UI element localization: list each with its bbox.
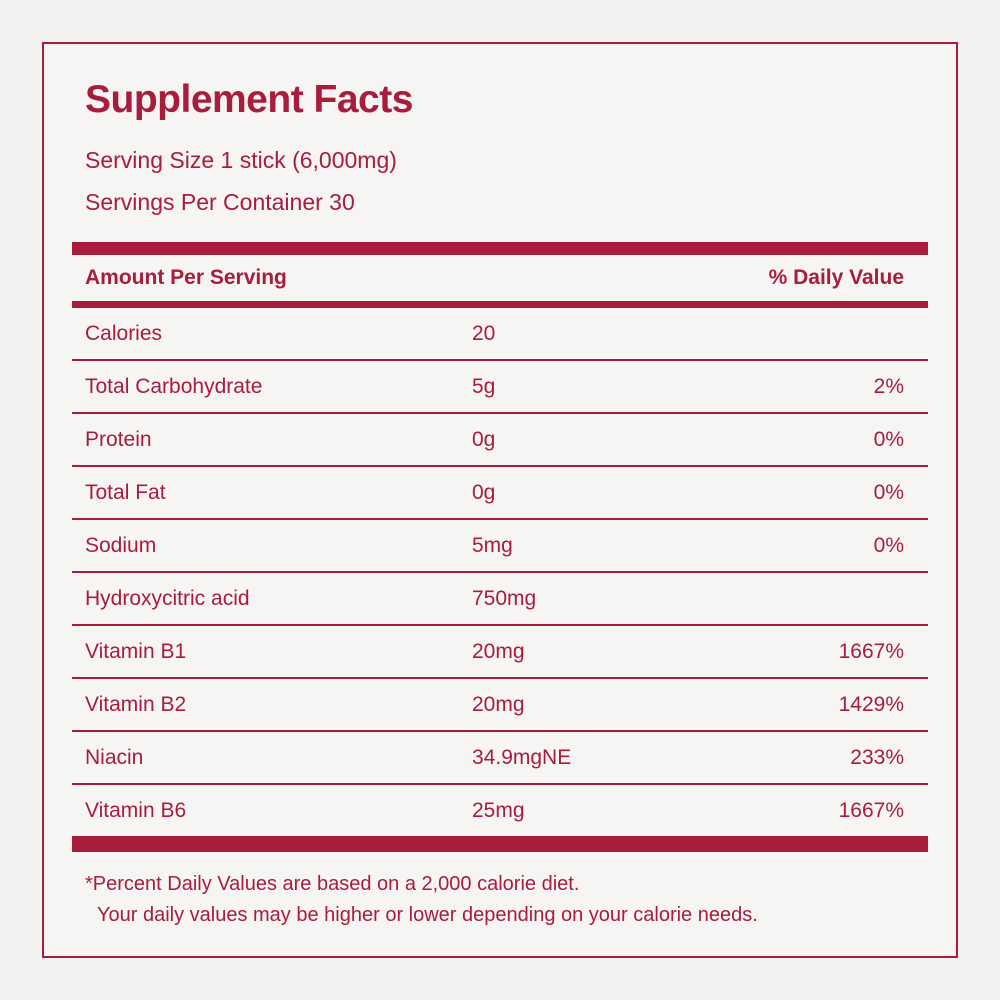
nutrient-name: Protein bbox=[85, 427, 152, 451]
nutrient-daily-value: 1429% bbox=[838, 692, 904, 716]
nutrient-name: Hydroxycitric acid bbox=[85, 586, 250, 610]
table-row: Vitamin B6 25mg 1667% bbox=[72, 785, 928, 836]
nutrient-name: Sodium bbox=[85, 533, 157, 557]
divider-thick-bottom bbox=[72, 836, 928, 853]
nutrient-amount: 20mg bbox=[472, 639, 525, 663]
table-row: Vitamin B1 20mg 1667% bbox=[72, 626, 928, 680]
facts-table: Amount Per Serving % Daily Value Calorie… bbox=[72, 242, 928, 853]
nutrient-daily-value: 0% bbox=[873, 427, 904, 451]
nutrient-daily-value: 0% bbox=[873, 480, 904, 504]
nutrient-amount: 750mg bbox=[472, 586, 537, 610]
nutrient-amount: 20 bbox=[472, 321, 496, 345]
nutrient-daily-value: 1667% bbox=[838, 639, 904, 663]
servings-per-container: Servings Per Container 30 bbox=[85, 188, 355, 215]
nutrient-daily-value: 0% bbox=[873, 533, 904, 557]
footnote-line-1: *Percent Daily Values are based on a 2,0… bbox=[85, 873, 580, 896]
footnote-line-2: Your daily values may be higher or lower… bbox=[97, 904, 758, 927]
page-title: Supplement Facts bbox=[85, 78, 413, 121]
table-body: Calories 20 Total Carbohydrate 5g 2% Pro… bbox=[72, 308, 928, 836]
nutrient-amount: 20mg bbox=[472, 692, 525, 716]
table-row: Calories 20 bbox=[72, 308, 928, 362]
nutrient-name: Vitamin B2 bbox=[85, 692, 187, 716]
column-header-daily-value: % Daily Value bbox=[768, 266, 904, 290]
divider-thick-top bbox=[72, 242, 928, 256]
supplement-facts-card: Supplement Facts Serving Size 1 stick (6… bbox=[42, 42, 958, 958]
nutrient-daily-value: 2% bbox=[873, 374, 904, 398]
nutrient-name: Niacin bbox=[85, 745, 144, 769]
column-header-amount-per-serving: Amount Per Serving bbox=[85, 266, 287, 290]
table-header-row: Amount Per Serving % Daily Value bbox=[72, 255, 928, 301]
table-row: Hydroxycitric acid 750mg bbox=[72, 573, 928, 627]
nutrient-daily-value: 233% bbox=[850, 745, 904, 769]
nutrient-amount: 0g bbox=[472, 427, 496, 451]
footnote: *Percent Daily Values are based on a 2,0… bbox=[85, 869, 915, 931]
nutrient-name: Total Carbohydrate bbox=[85, 374, 263, 398]
nutrient-amount: 34.9mgNE bbox=[472, 745, 572, 769]
serving-size: Serving Size 1 stick (6,000mg) bbox=[85, 146, 397, 173]
table-row: Niacin 34.9mgNE 233% bbox=[72, 732, 928, 786]
table-row: Vitamin B2 20mg 1429% bbox=[72, 679, 928, 733]
nutrient-amount: 5g bbox=[472, 374, 496, 398]
nutrient-name: Vitamin B1 bbox=[85, 639, 187, 663]
nutrient-name: Vitamin B6 bbox=[85, 798, 187, 822]
nutrient-amount: 25mg bbox=[472, 798, 525, 822]
divider-medium bbox=[72, 301, 928, 309]
table-row: Total Carbohydrate 5g 2% bbox=[72, 361, 928, 415]
table-row: Sodium 5mg 0% bbox=[72, 520, 928, 574]
nutrient-name: Calories bbox=[85, 321, 163, 345]
nutrient-daily-value: 1667% bbox=[838, 798, 904, 822]
table-row: Total Fat 0g 0% bbox=[72, 467, 928, 521]
nutrient-amount: 5mg bbox=[472, 533, 513, 557]
table-row: Protein 0g 0% bbox=[72, 414, 928, 468]
nutrient-amount: 0g bbox=[472, 480, 496, 504]
nutrient-name: Total Fat bbox=[85, 480, 166, 504]
